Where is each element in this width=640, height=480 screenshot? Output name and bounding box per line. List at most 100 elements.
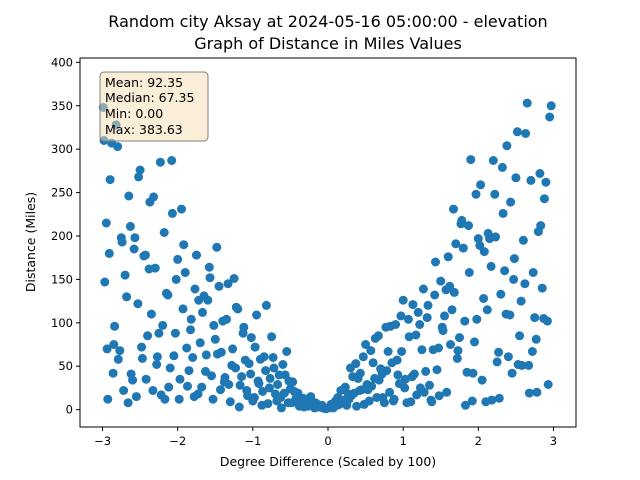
data-point: [134, 172, 144, 182]
data-point: [100, 277, 110, 287]
data-point: [488, 156, 498, 165]
data-point: [506, 197, 516, 207]
data-point: [156, 390, 166, 400]
data-point: [425, 380, 434, 390]
data-point: [486, 261, 496, 271]
data-point: [102, 344, 112, 354]
data-point: [464, 221, 473, 231]
data-point: [503, 352, 513, 362]
y-tick-label: 0: [66, 403, 73, 417]
data-point: [418, 284, 428, 294]
y-tick-label: 150: [51, 272, 73, 286]
data-point: [512, 127, 522, 137]
data-point: [272, 396, 282, 406]
data-point: [209, 320, 219, 330]
data-point: [158, 320, 168, 330]
data-point: [515, 331, 525, 341]
data-point: [282, 347, 292, 356]
data-point: [164, 382, 174, 392]
data-point: [530, 313, 540, 323]
data-point: [267, 332, 277, 342]
y-axis-ticks: 0 50 100 150 200 250 300 350 400: [51, 55, 80, 417]
data-point: [278, 360, 288, 369]
data-point: [541, 177, 551, 187]
data-point: [144, 264, 154, 274]
data-point: [216, 385, 225, 395]
stats-box: Mean: 92.35 Median: 67.35 Min: 0.00 Max:…: [99, 71, 209, 142]
data-point: [482, 305, 492, 315]
data-point: [363, 385, 373, 395]
data-point: [483, 228, 493, 238]
data-point: [368, 358, 378, 368]
data-point: [511, 173, 521, 183]
data-point: [177, 204, 186, 214]
data-point: [361, 340, 371, 349]
data-point: [122, 292, 132, 302]
data-point: [135, 165, 145, 175]
data-point: [199, 291, 209, 301]
y-tick-label: 200: [51, 229, 73, 243]
data-point: [167, 208, 177, 218]
data-point: [284, 376, 294, 386]
data-point: [165, 363, 175, 373]
data-point: [456, 219, 466, 229]
data-point: [273, 380, 283, 389]
data-point: [455, 333, 464, 343]
data-point: [415, 320, 425, 329]
data-point: [116, 233, 126, 243]
data-point: [413, 307, 423, 317]
stats-min: Min: 0.00: [105, 106, 163, 121]
data-point: [169, 351, 179, 361]
data-point: [124, 191, 134, 201]
data-point: [184, 366, 194, 376]
data-point: [520, 279, 530, 289]
data-point: [173, 254, 183, 264]
data-point: [421, 366, 431, 376]
data-point: [432, 365, 442, 375]
data-point: [388, 396, 398, 406]
data-point: [246, 369, 256, 379]
data-point: [115, 346, 125, 356]
data-point: [441, 285, 451, 295]
data-point: [242, 386, 252, 395]
data-point: [470, 337, 479, 347]
data-point: [509, 254, 519, 264]
data-point: [179, 240, 189, 250]
data-point: [378, 393, 388, 402]
data-point: [507, 368, 517, 378]
data-point: [449, 287, 459, 297]
data-point: [126, 369, 136, 379]
x-axis-ticks: −3 −2 −1 0 1 2 3: [94, 427, 557, 448]
data-point: [137, 353, 147, 363]
data-point: [373, 331, 383, 341]
data-point: [207, 371, 216, 381]
data-point: [477, 375, 487, 385]
data-point: [436, 276, 446, 286]
data-point: [364, 396, 374, 406]
data-point: [532, 387, 542, 397]
data-point: [417, 345, 427, 355]
data-point: [129, 244, 139, 254]
data-point: [258, 386, 268, 396]
data-point: [412, 390, 422, 400]
data-point: [261, 366, 271, 376]
data-point: [497, 162, 507, 172]
data-point: [343, 389, 353, 399]
stats-max: Max: 383.63: [105, 122, 183, 137]
data-point: [110, 321, 120, 331]
y-tick-label: 350: [51, 99, 73, 113]
data-point: [192, 250, 201, 260]
data-point: [422, 313, 432, 323]
y-axis-label: Distance (Miles): [23, 192, 38, 292]
data-point: [479, 294, 489, 303]
data-point: [430, 290, 440, 300]
data-point: [231, 302, 241, 312]
data-point: [148, 386, 158, 395]
data-point: [453, 346, 463, 356]
data-point: [175, 374, 185, 384]
data-point: [447, 305, 457, 315]
x-tick-label: 3: [550, 434, 557, 448]
data-point: [205, 273, 215, 283]
data-point: [208, 394, 218, 404]
data-point: [161, 288, 171, 298]
